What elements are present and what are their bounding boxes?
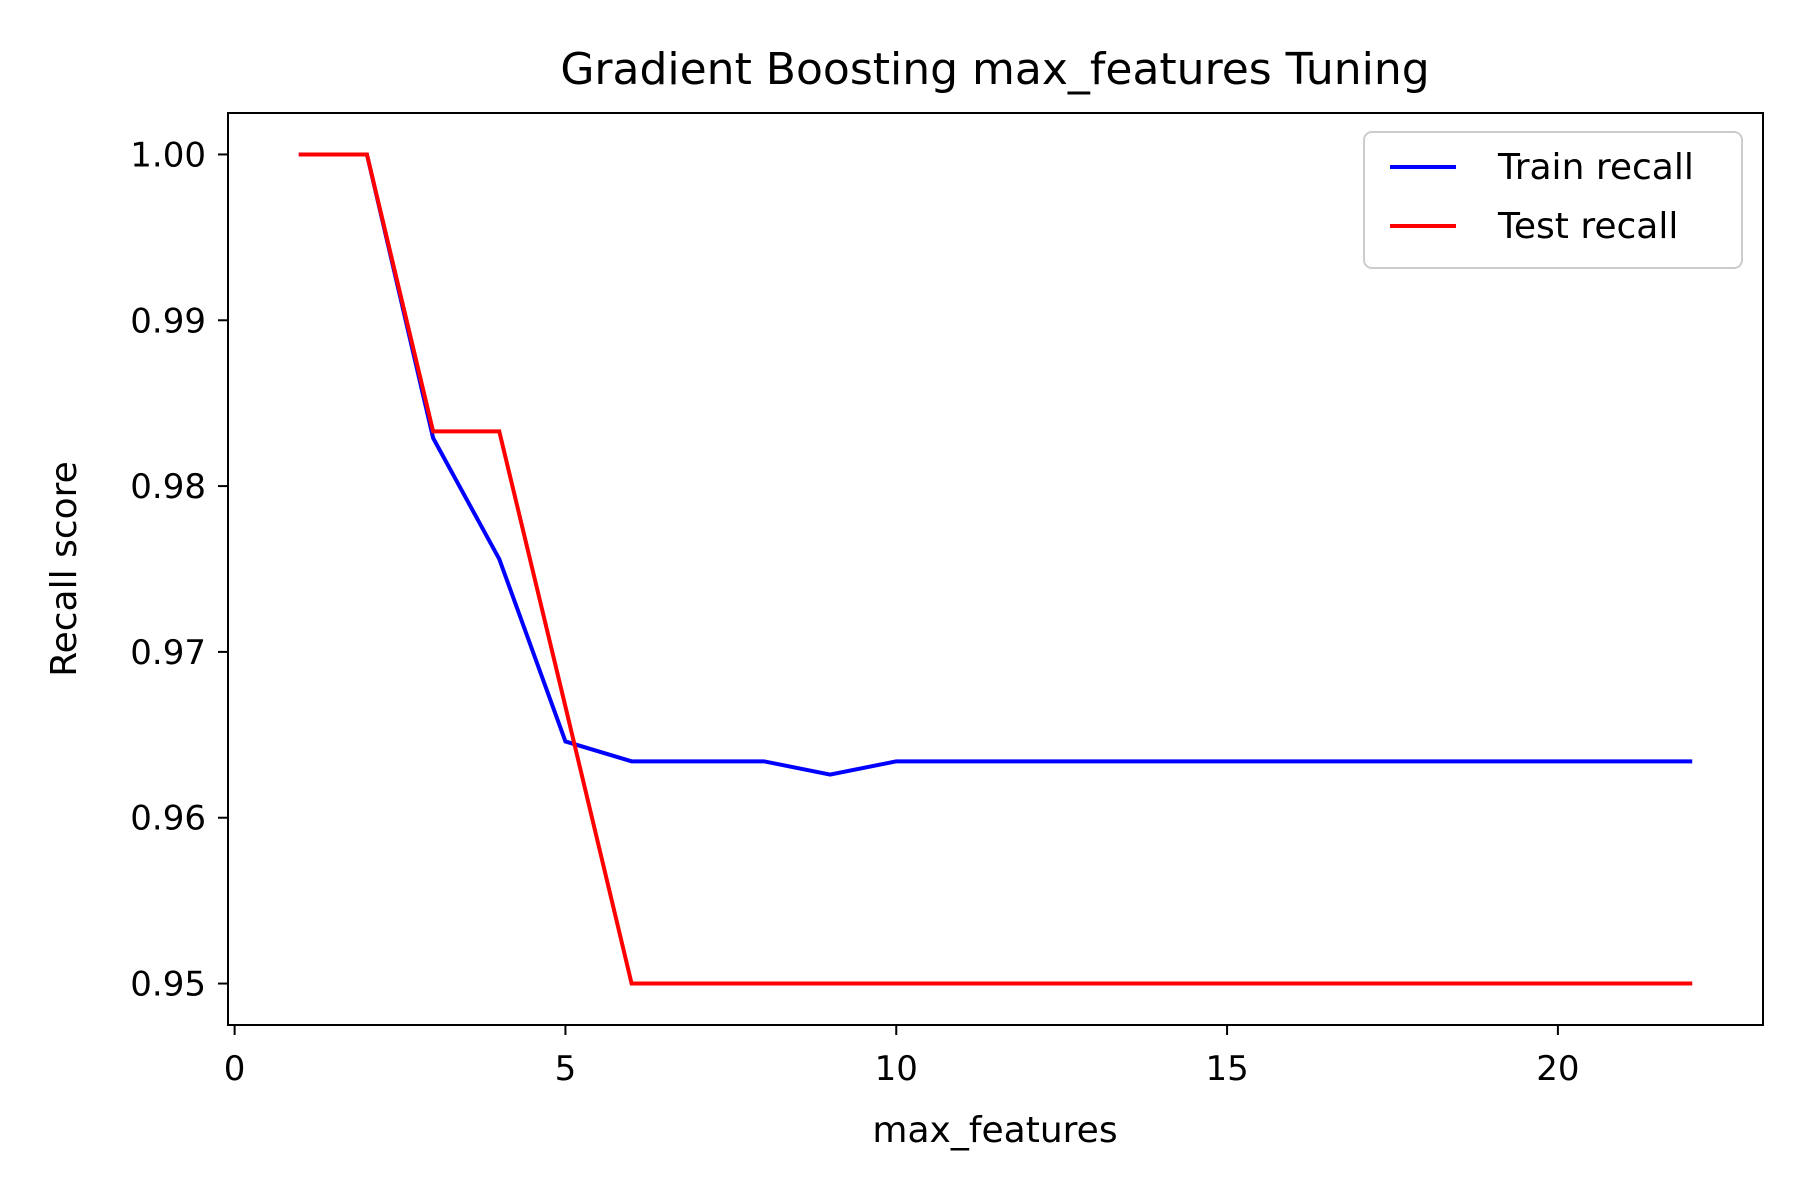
y-tick-label: 0.99 — [130, 301, 206, 341]
x-tick-label: 0 — [224, 1049, 246, 1089]
legend-label-test-recall: Test recall — [1497, 206, 1678, 247]
y-tick-label: 0.98 — [130, 467, 206, 507]
y-axis-label: Recall score — [44, 461, 85, 677]
legend: Train recall Test recall — [1363, 131, 1743, 269]
x-tick-label: 10 — [875, 1049, 918, 1089]
series-layer — [298, 152, 1693, 986]
x-tick-label: 20 — [1536, 1049, 1579, 1089]
y-tick-label: 0.97 — [130, 633, 206, 673]
y-axis-ticks: 0.95 0.96 0.97 0.98 0.99 1.00 — [130, 135, 228, 1005]
y-tick-label: 0.95 — [130, 965, 206, 1005]
x-axis-ticks: 0 5 10 15 20 — [224, 1025, 1580, 1089]
x-tick-label: 5 — [555, 1049, 577, 1089]
legend-box — [1363, 131, 1743, 269]
x-tick-label: 15 — [1205, 1049, 1248, 1089]
x-axis-label: max_features — [872, 1110, 1117, 1151]
legend-label-train-recall: Train recall — [1497, 147, 1694, 188]
series-line-train-recall — [298, 152, 1693, 777]
series-line-test-recall — [298, 152, 1693, 986]
y-tick-label: 0.96 — [130, 799, 206, 839]
y-tick-label: 1.00 — [130, 135, 206, 175]
chart-title: Gradient Boosting max_features Tuning — [560, 44, 1429, 95]
